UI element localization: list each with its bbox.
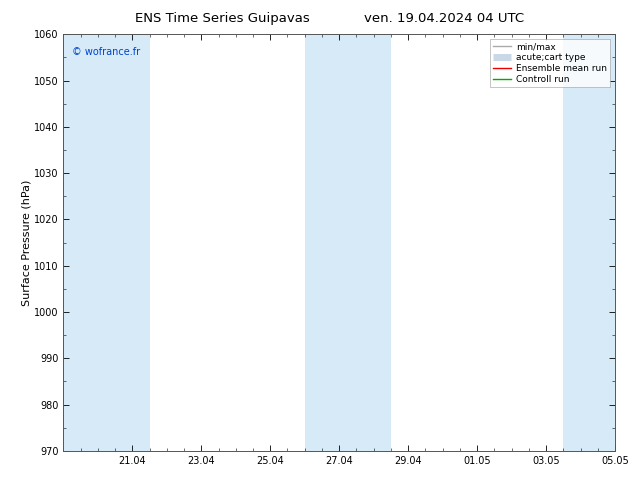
Bar [63,34,115,451]
Legend: min/max, acute;cart type, Ensemble mean run, Controll run: min/max, acute;cart type, Ensemble mean … [489,39,611,87]
Bar [305,34,391,451]
Bar [115,34,150,451]
Y-axis label: Surface Pressure (hPa): Surface Pressure (hPa) [21,179,31,306]
Text: ENS Time Series Guipavas: ENS Time Series Guipavas [134,12,309,25]
Text: ven. 19.04.2024 04 UTC: ven. 19.04.2024 04 UTC [364,12,524,25]
Text: © wofrance.fr: © wofrance.fr [72,47,140,57]
Bar [563,34,615,451]
